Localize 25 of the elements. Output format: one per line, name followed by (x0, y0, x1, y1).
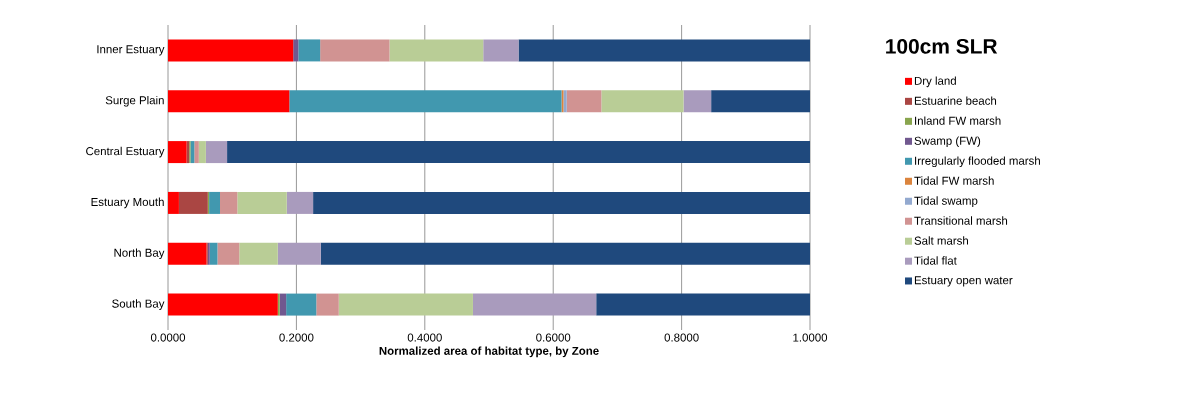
y-tick-label: Central Estuary (86, 146, 165, 158)
legend-label: Estuarine beach (914, 96, 997, 105)
y-tick-label: South Bay (112, 299, 165, 310)
legend-label: Salt marsh (914, 236, 968, 245)
x-tick-label: 0.0000 (150, 333, 186, 342)
legend-label: Transitional marsh (914, 216, 1008, 225)
y-tick-label: Inner Estuary (97, 45, 165, 56)
legend-label: Swamp (FW) (914, 136, 981, 148)
x-tick-label: 0.4000 (407, 333, 442, 342)
x-axis-title: Normalized area of habitat type, by Zone (379, 346, 599, 358)
legend-label: Estuary open water (914, 276, 1013, 287)
legend-label: Dry land (914, 76, 956, 88)
x-tick-label: 0.6000 (536, 333, 571, 342)
legend-label: Tidal FW marsh (914, 176, 994, 185)
legend-label: Tidal flat (914, 256, 957, 265)
x-tick-label: 0.2000 (279, 333, 314, 342)
y-tick-label: Estuary Mouth (91, 197, 164, 209)
y-tick-label: Surge Plain (105, 95, 164, 107)
legend-label: Inland FW marsh (915, 116, 1001, 125)
legend-label: Irregularly flooded marsh (915, 156, 1040, 168)
x-tick-label: 0.8000 (664, 333, 699, 342)
x-tick-label: 1.0000 (793, 333, 828, 342)
legend-title: 100cm SLR (886, 38, 998, 54)
legend-label: Tidal swamp (914, 196, 978, 208)
y-tick-label: North Bay (114, 248, 165, 260)
